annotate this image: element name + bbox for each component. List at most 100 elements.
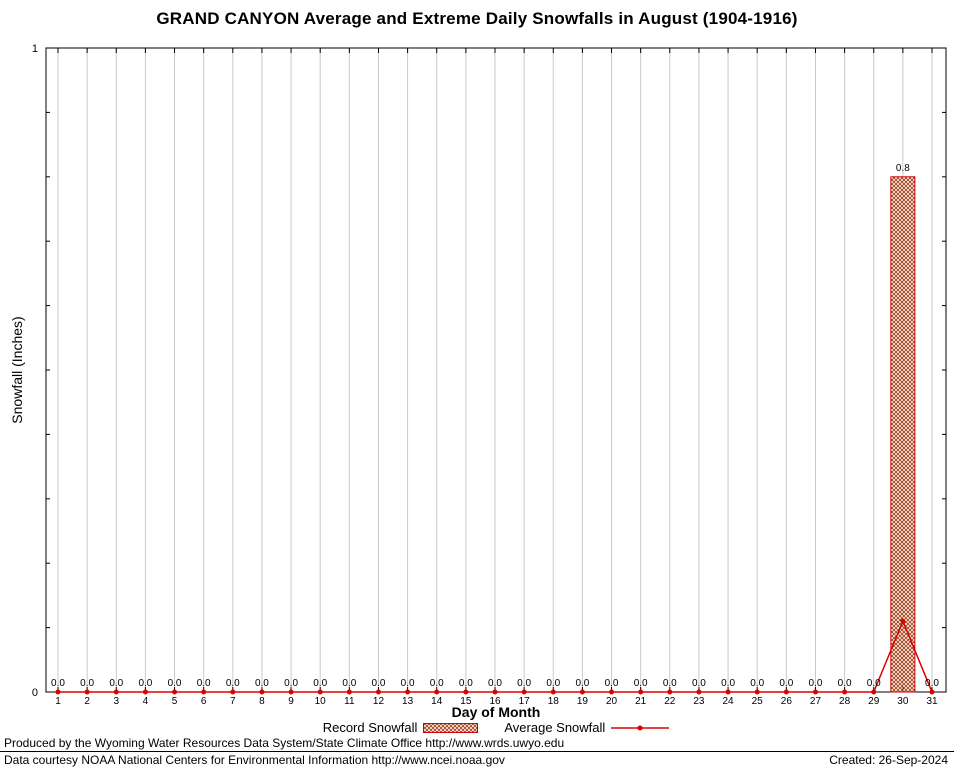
x-tick-label-24: 24 (723, 696, 735, 707)
value-label-day-8: 0.0 (255, 678, 269, 689)
x-tick-label-14: 14 (431, 696, 443, 707)
footer-created-date: Created: 26-Sep-2024 (829, 753, 948, 767)
value-label-day-9: 0.0 (284, 678, 298, 689)
x-tick-label-10: 10 (315, 696, 327, 707)
average-point-day-5 (172, 689, 178, 695)
footer-data-courtesy: Data courtesy NOAA National Centers for … (4, 753, 505, 767)
value-label-day-28: 0.0 (838, 678, 852, 689)
x-tick-label-30: 30 (897, 696, 909, 707)
value-label-day-29: 0.0 (867, 678, 881, 689)
chart-title: GRAND CANYON Average and Extreme Daily S… (156, 9, 798, 28)
value-label-day-17: 0.0 (517, 678, 531, 689)
x-tick-label-1: 1 (55, 696, 61, 707)
legend-record-label: Record Snowfall (322, 720, 418, 735)
average-point-day-27 (812, 689, 818, 695)
plot-border (45, 47, 947, 693)
record-bar-day-30 (890, 176, 916, 693)
average-point-day-3 (113, 689, 119, 695)
value-label-day-26: 0.0 (779, 678, 793, 689)
value-label-day-16: 0.0 (488, 678, 502, 689)
footer-bottom-row: Data courtesy NOAA National Centers for … (0, 751, 954, 767)
average-point-day-4 (142, 689, 148, 695)
x-tick-label-20: 20 (606, 696, 618, 707)
value-label-day-21: 0.0 (634, 678, 648, 689)
value-label-day-31: 0.0 (925, 678, 939, 689)
value-label-day-30: 0.8 (896, 163, 910, 174)
x-tick-label-8: 8 (259, 696, 265, 707)
value-label-day-3: 0.0 (109, 678, 123, 689)
average-point-day-22 (667, 689, 673, 695)
value-label-day-10: 0.0 (313, 678, 327, 689)
average-point-day-15 (463, 689, 469, 695)
value-label-day-24: 0.0 (721, 678, 735, 689)
x-tick-label-2: 2 (84, 696, 90, 707)
average-point-day-16 (492, 689, 498, 695)
x-tick-label-27: 27 (810, 696, 822, 707)
average-point-day-18 (550, 689, 556, 695)
average-point-day-8 (259, 689, 265, 695)
value-label-day-19: 0.0 (575, 678, 589, 689)
x-tick-label-3: 3 (113, 696, 119, 707)
average-point-day-19 (579, 689, 585, 695)
average-point-day-17 (521, 689, 527, 695)
value-label-day-12: 0.0 (372, 678, 386, 689)
average-point-day-11 (346, 689, 352, 695)
average-point-day-7 (230, 689, 236, 695)
value-label-day-4: 0.0 (138, 678, 152, 689)
average-point-day-13 (405, 689, 411, 695)
x-tick-label-22: 22 (664, 696, 676, 707)
x-tick-label-4: 4 (143, 696, 149, 707)
average-point-day-20 (609, 689, 615, 695)
average-point-day-21 (638, 689, 644, 695)
x-tick-label-12: 12 (373, 696, 385, 707)
average-point-day-26 (783, 689, 789, 695)
x-tick-label-21: 21 (635, 696, 647, 707)
value-label-day-15: 0.0 (459, 678, 473, 689)
x-tick-label-23: 23 (693, 696, 705, 707)
x-tick-label-13: 13 (402, 696, 414, 707)
legend: Record Snowfall Average Snowfall (46, 720, 946, 735)
x-tick-label-16: 16 (489, 696, 501, 707)
value-label-day-27: 0.0 (809, 678, 823, 689)
x-tick-label-26: 26 (781, 696, 793, 707)
average-snowfall-swatch-icon (611, 725, 670, 730)
value-label-day-2: 0.0 (80, 678, 94, 689)
x-tick-label-31: 31 (926, 696, 938, 707)
value-label-day-20: 0.0 (605, 678, 619, 689)
average-point-day-10 (317, 689, 323, 695)
average-point-day-9 (288, 689, 294, 695)
value-label-day-25: 0.0 (750, 678, 764, 689)
average-point-day-1 (55, 689, 61, 695)
value-label-day-6: 0.0 (197, 678, 211, 689)
x-tick-label-9: 9 (288, 696, 294, 707)
x-tick-label-18: 18 (548, 696, 560, 707)
record-snowfall-swatch-icon (423, 722, 479, 733)
value-label-day-5: 0.0 (168, 678, 182, 689)
average-point-day-23 (696, 689, 702, 695)
average-point-day-2 (84, 689, 90, 695)
average-point-day-24 (725, 689, 731, 695)
average-point-day-25 (754, 689, 760, 695)
value-label-day-11: 0.0 (342, 678, 356, 689)
value-label-day-23: 0.0 (692, 678, 706, 689)
average-point-day-31 (929, 689, 935, 695)
y-tick-label-0: 0 (32, 687, 38, 699)
average-point-day-6 (201, 689, 207, 695)
value-label-day-14: 0.0 (430, 678, 444, 689)
x-tick-label-19: 19 (577, 696, 589, 707)
x-tick-label-17: 17 (519, 696, 531, 707)
legend-item-record: Record Snowfall (323, 720, 479, 735)
value-label-day-13: 0.0 (401, 678, 415, 689)
value-label-day-18: 0.0 (546, 678, 560, 689)
average-point-day-29 (871, 689, 877, 695)
x-tick-label-7: 7 (230, 696, 236, 707)
x-tick-label-25: 25 (752, 696, 764, 707)
legend-item-average: Average Snowfall (504, 720, 670, 735)
value-label-day-22: 0.0 (663, 678, 677, 689)
y-tick-label-1: 1 (32, 43, 38, 55)
average-point-day-14 (434, 689, 440, 695)
average-point-day-30 (900, 618, 906, 624)
x-tick-label-28: 28 (839, 696, 851, 707)
x-tick-label-29: 29 (868, 696, 880, 707)
